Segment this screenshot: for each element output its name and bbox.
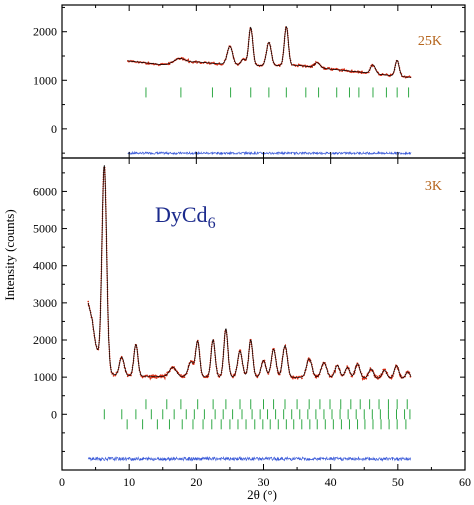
x-tick-label: 60 (459, 475, 471, 489)
panel-25k: 0 1000 2000 25K (33, 4, 466, 159)
y-tick-label: 3000 (33, 296, 57, 310)
compound-label-subscript: 6 (208, 215, 216, 232)
panel-3k-frame (61, 157, 466, 471)
y-tick-label: 2000 (33, 333, 57, 347)
panel-25k-frame (61, 4, 466, 159)
panel-25k-calculated-series (127, 26, 412, 78)
x-tick-label: 20 (190, 475, 202, 489)
y-tick-label: 2000 (33, 25, 57, 39)
y-axis-title: Intensity (counts) (2, 209, 17, 300)
panel-3k-calculated-series (87, 165, 412, 379)
compound-label-base: DyCd (155, 202, 208, 227)
panel-3k-difference-series (87, 455, 412, 462)
x-tick-label: 0 (59, 475, 65, 489)
panel-25k-observed-series (127, 24, 412, 80)
x-tick-label: 40 (325, 475, 337, 489)
y-tick-label: 0 (51, 407, 57, 421)
panel-25k-difference-series (127, 150, 412, 156)
x-axis-title: 2θ (°) (247, 487, 277, 502)
y-tick-label: 4000 (33, 259, 57, 273)
x-tick-label: 50 (392, 475, 404, 489)
panel-3k-temperature-label: 3K (425, 179, 442, 194)
y-axis-0: 0 1000 2000 (33, 6, 465, 154)
y-tick-label: 6000 (33, 184, 57, 198)
y-tick-label: 1000 (33, 370, 57, 384)
x-tick-label: 10 (123, 475, 135, 489)
panel-3k: 0 1000 2000 3000 4000 5000 6000 3K DyCd6 (33, 157, 466, 471)
panel-25k-bragg-ticks (145, 87, 410, 98)
panel-3k-bragg-ticks (103, 399, 411, 430)
x-tick-label: 30 (258, 475, 270, 489)
y-tick-label: 5000 (33, 222, 57, 236)
y-tick-label: 1000 (33, 73, 57, 87)
x-axis: 0 10 20 30 40 50 60 (59, 5, 471, 489)
panel-25k-temperature-label: 25K (418, 34, 442, 49)
y-tick-label: 0 (51, 122, 57, 136)
compound-label: DyCd6 (155, 202, 216, 232)
y-axis-1: 0 1000 2000 3000 4000 5000 6000 (33, 172, 465, 471)
